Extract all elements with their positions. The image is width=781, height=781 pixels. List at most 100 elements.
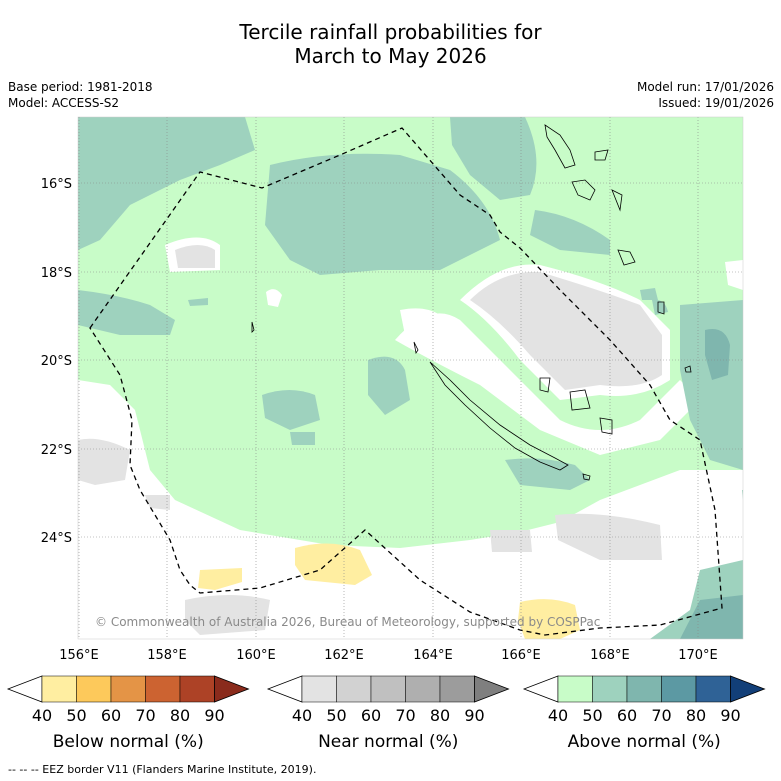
near-patch-south (185, 595, 270, 635)
lon-tick: 168°E (590, 648, 630, 663)
loyalty-islands-outline (569, 389, 591, 411)
below-50-south (518, 599, 580, 639)
colorbar-label: Below normal (%) (53, 732, 204, 752)
longitude-labels: 156°E 158°E 160°E 162°E 164°E 166°E 168°… (59, 648, 718, 663)
near-region-northeast (470, 271, 662, 390)
colorbar-near: 40 50 60 70 80 90 Near normal (%) (266, 675, 510, 752)
above-70-southeast (680, 595, 743, 639)
above-60-speck-east (640, 288, 658, 300)
colorbar-min-triangle (266, 675, 303, 703)
above-60-speck (188, 298, 208, 306)
below-50-south-center (295, 543, 372, 585)
white-region-south (78, 380, 743, 639)
lon-tick: 158°E (147, 648, 187, 663)
colorbar-segment (439, 675, 475, 703)
colorbar-max-triangle (474, 675, 510, 703)
colorbar-tick: 60 (361, 706, 381, 725)
colorbar-segment (41, 675, 77, 703)
colorbar-tick: 50 (326, 706, 346, 725)
above-60-central (368, 356, 410, 415)
colorbar-tick: 40 (292, 706, 312, 725)
above-70-east (705, 329, 730, 380)
colorbar-tick: 50 (582, 706, 602, 725)
colorbar-min-triangle (6, 675, 43, 703)
colorbar-min-triangle (522, 675, 559, 703)
colorbar-max-triangle (730, 675, 766, 703)
near-patch-west (175, 245, 215, 268)
colorbar-segment (110, 675, 146, 703)
colorbar-tick: 40 (32, 706, 52, 725)
colorbar-label: Near normal (%) (318, 732, 458, 752)
colorbar-tick: 70 (135, 706, 155, 725)
near-patch-south-center (490, 530, 532, 552)
colorbar-tick: 90 (464, 706, 484, 725)
colorbar-tick: 80 (686, 706, 706, 725)
lat-tick: 22°S (41, 443, 72, 458)
above-60-central-west (262, 390, 320, 430)
lat-tick: 18°S (41, 266, 72, 281)
issued-date: Issued: 19/01/2026 (658, 96, 774, 110)
colorbar-tick: 90 (720, 706, 740, 725)
map-title-line2: March to May 2026 (294, 44, 487, 68)
lon-tick: 162°E (324, 648, 364, 663)
probability-map: © Commonwealth of Australia 2026, Bureau… (78, 117, 743, 639)
white-patch-center (400, 308, 440, 335)
colorbar-segment (405, 675, 441, 703)
colorbar-segment (145, 675, 181, 703)
lon-tick: 160°E (236, 648, 276, 663)
map-title-line1: Tercile rainfall probabilities for (239, 20, 542, 44)
map-frame (77, 116, 744, 640)
colorbar-segment (695, 675, 731, 703)
vanuatu-north-outline (544, 124, 576, 169)
colorbar-tick: 70 (651, 706, 671, 725)
base-period: Base period: 1981-2018 (8, 80, 153, 94)
white-patch-small (266, 289, 282, 307)
eez-footnote: -- -- -- EEZ border V11 (Flanders Marine… (8, 763, 317, 776)
colorbar-tick: 50 (66, 706, 86, 725)
lon-tick: 170°E (678, 648, 718, 663)
white-region-central (395, 313, 700, 455)
near-patch-sw-small (145, 495, 170, 510)
colorbar-above: 40 50 60 70 80 90 Above normal (%) (522, 675, 766, 752)
lon-tick: 166°E (501, 648, 541, 663)
graticule (78, 117, 743, 639)
colorbar-tick: 90 (204, 706, 224, 725)
colorbar-segment (301, 675, 337, 703)
above-60-north (450, 117, 537, 200)
colorbar-tick: 60 (617, 706, 637, 725)
colorbar-segment (76, 675, 112, 703)
colorbar-tick: 40 (548, 706, 568, 725)
above-60-new-caledonia-south (505, 458, 590, 490)
colorbar-tick: 60 (101, 706, 121, 725)
above-60-vanuatu (530, 210, 610, 255)
colorbar-segment (557, 675, 593, 703)
colorbar-max-triangle (214, 675, 250, 703)
above-60-northwest (78, 117, 255, 250)
colorbar-segment (592, 675, 628, 703)
lat-tick: 20°S (41, 354, 72, 369)
lat-tick: 24°S (41, 531, 72, 546)
colorbar-tick: 80 (170, 706, 190, 725)
colorbar-tick: 70 (395, 706, 415, 725)
colorbar-label: Above normal (%) (568, 732, 721, 752)
copyright-notice: © Commonwealth of Australia 2026, Bureau… (95, 615, 600, 629)
colorbar-segment (370, 675, 406, 703)
above-60-west (78, 290, 175, 335)
model-name: Model: ACCESS-S2 (8, 96, 120, 110)
latitude-labels: 16°S 18°S 20°S 22°S 24°S (41, 177, 72, 546)
new-caledonia-outline (429, 361, 569, 471)
model-run: Model run: 17/01/2026 (636, 80, 774, 94)
colorbar-segment (626, 675, 662, 703)
near-patch-southwest (78, 438, 130, 485)
colorbar-segment (661, 675, 697, 703)
lat-tick: 16°S (41, 177, 72, 192)
above-60-north-center (265, 153, 500, 275)
eez-border (89, 127, 723, 636)
below-50-southwest (198, 568, 242, 590)
colorbar-segment (336, 675, 372, 703)
colorbar-segment (179, 675, 215, 703)
near-patch-southeast (555, 513, 662, 560)
